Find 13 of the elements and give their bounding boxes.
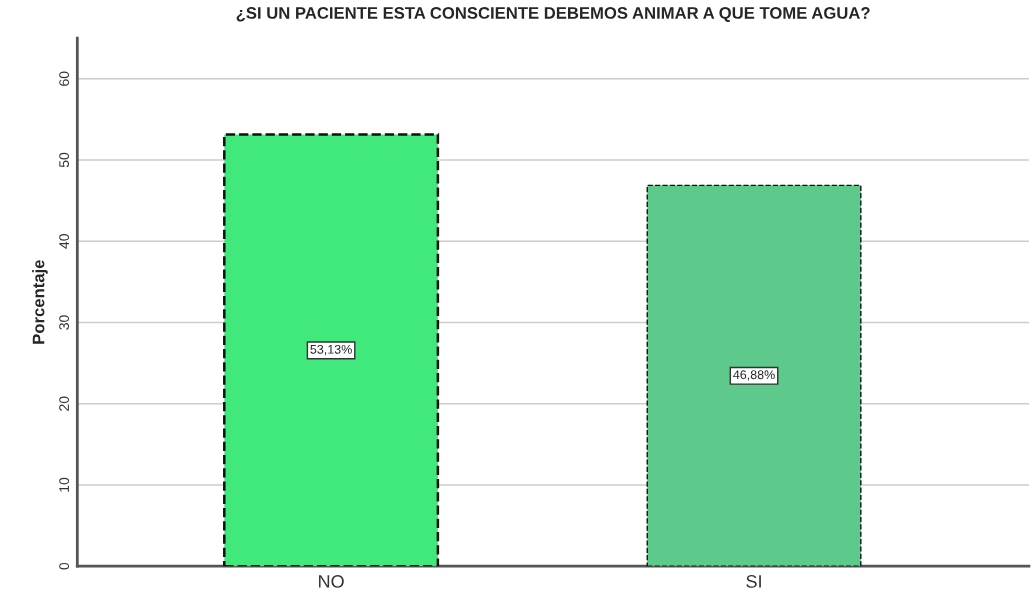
data-label: 53,13%	[310, 344, 352, 356]
x-tick-label: SI	[746, 575, 761, 588]
x-tick-label: NO	[319, 575, 344, 588]
y-tick-label: 40	[59, 234, 70, 249]
data-label: 46,88%	[733, 370, 775, 381]
y-tick-label: 30	[59, 315, 70, 330]
y-tick-label: 60	[59, 71, 70, 86]
y-tick-label: 0	[59, 562, 70, 570]
y-axis-title: Porcentaje	[32, 260, 48, 344]
y-tick-label: 50	[59, 152, 70, 168]
chart-title: ¿SI UN PACIENTE ESTA CONSCIENTE DEBEMOS ANIMAR A QUE TOME AGUA?	[236, 7, 870, 22]
y-tick-label: 20	[59, 396, 70, 411]
y-tick-label: 10	[59, 477, 70, 492]
